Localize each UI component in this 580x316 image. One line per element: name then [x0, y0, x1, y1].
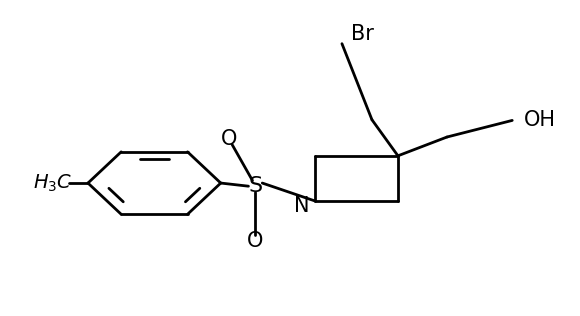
Text: Br: Br [350, 24, 374, 44]
Text: N: N [295, 196, 310, 216]
Text: O: O [247, 231, 263, 251]
Text: OH: OH [524, 110, 556, 131]
Text: $H_3C$: $H_3C$ [33, 173, 72, 194]
Text: O: O [221, 129, 238, 149]
Text: S: S [248, 176, 262, 196]
